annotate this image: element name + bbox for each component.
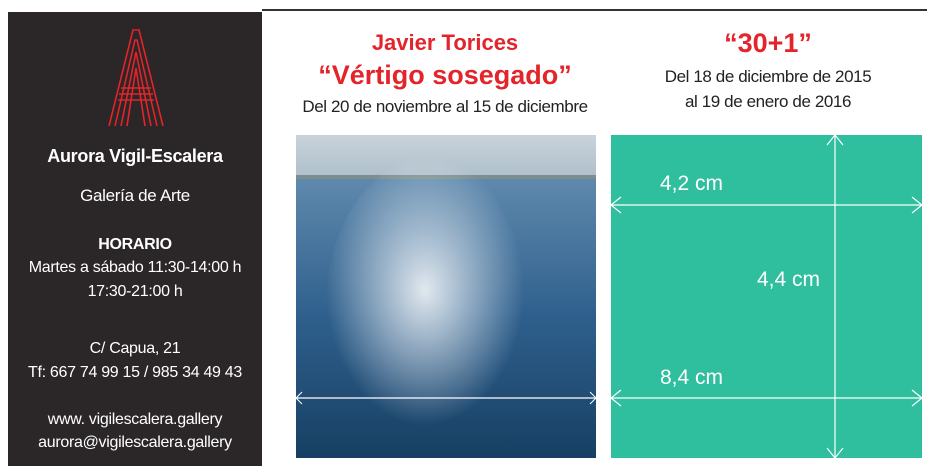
exhibition-title: “30+1” bbox=[724, 28, 812, 59]
exhibition-title: “Vértigo sosegado” bbox=[318, 60, 572, 91]
dimension-label: 8,4 cm bbox=[660, 366, 723, 390]
gallery-subtitle: Galería de Arte bbox=[80, 186, 190, 206]
address-line: Tf: 667 74 99 15 / 985 34 49 43 bbox=[28, 364, 242, 382]
exhibition-dates: al 19 de enero de 2016 bbox=[685, 92, 851, 112]
web-line: www. vigilescalera.gallery bbox=[48, 411, 223, 429]
painting bbox=[296, 135, 596, 458]
gallery-name: Aurora Vigil-Escalera bbox=[47, 146, 222, 167]
hours-line: 17:30-21:00 h bbox=[88, 283, 183, 301]
page: Aurora Vigil-Escalera Galería de Arte HO… bbox=[0, 0, 927, 466]
web-line: aurora@vigilescalera.gallery bbox=[38, 434, 232, 452]
exhibition-dates: Del 20 de noviembre al 15 de diciembre bbox=[302, 97, 587, 117]
exhibition-dates: Del 18 de diciembre de 2015 bbox=[665, 67, 872, 87]
hours-title: HORARIO bbox=[98, 236, 171, 254]
logo bbox=[105, 28, 167, 128]
dimension-label: 4,2 cm bbox=[660, 172, 723, 196]
dimension-label: 4,4 cm bbox=[757, 268, 820, 292]
top-rule bbox=[262, 9, 927, 11]
hours-line: Martes a sábado 11:30-14:00 h bbox=[29, 259, 242, 277]
address-line: C/ Capua, 21 bbox=[90, 340, 181, 358]
artist: Javier Torices bbox=[372, 30, 518, 56]
size-arrows bbox=[611, 135, 922, 458]
